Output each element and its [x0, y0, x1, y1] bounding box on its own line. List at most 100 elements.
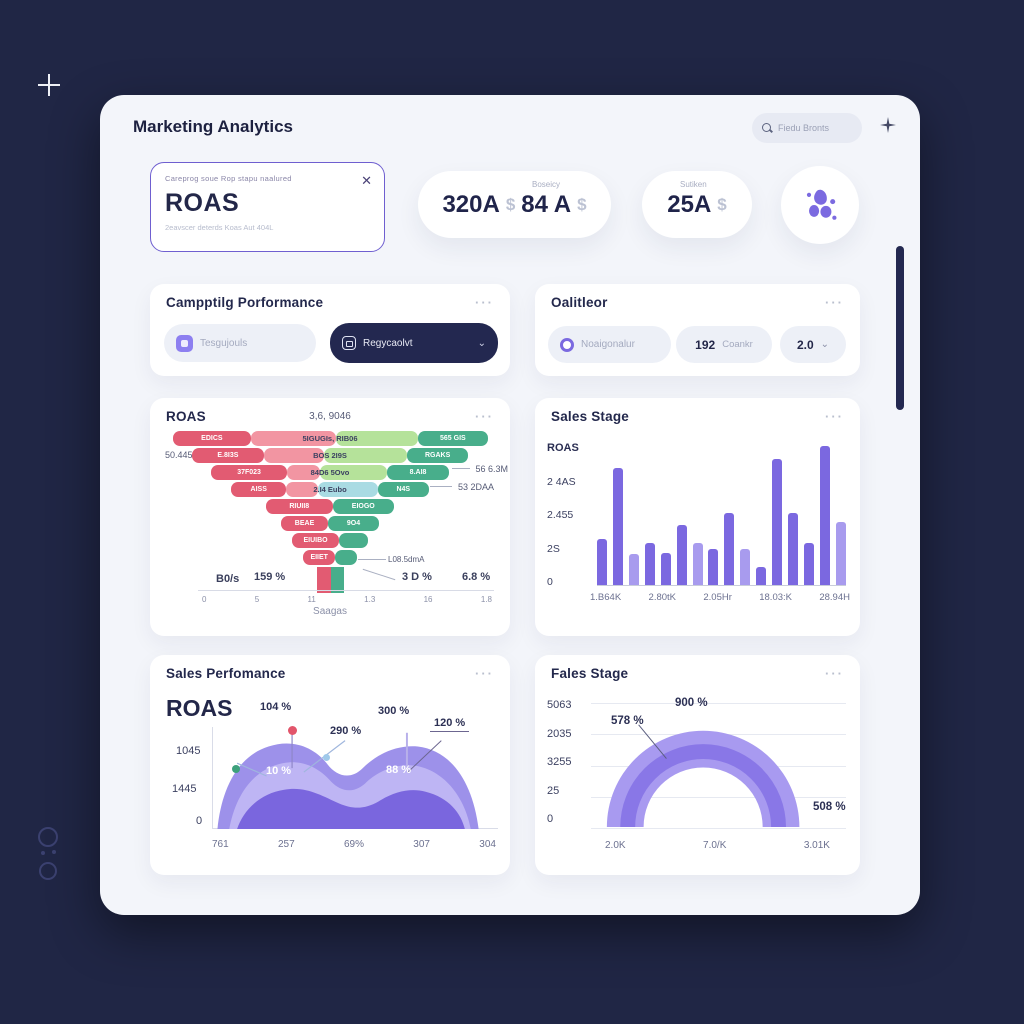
tick-label: 25 — [547, 784, 560, 797]
tick-label: 1.8 — [480, 595, 492, 604]
funnel-segment — [324, 448, 408, 463]
data-point-green — [232, 765, 240, 773]
funnel-side-label: 56 6.3M — [475, 464, 508, 474]
stat-label: Sutiken — [680, 180, 707, 189]
bar-chart — [597, 446, 846, 586]
menu-dots-icon[interactable]: ··· — [825, 295, 844, 310]
currency-symbol: $ — [717, 194, 727, 214]
bar — [676, 525, 687, 585]
dot-decoration — [52, 850, 56, 854]
funnel-segment: EIOGO — [332, 499, 394, 514]
dashboard-panel: Marketing Analytics Careprog soue Rop st… — [100, 95, 920, 915]
annotation-line — [452, 468, 470, 469]
tick-label: 761 — [212, 839, 229, 850]
annotation-label: 120 % — [430, 717, 470, 732]
tick-label: 2.455 — [547, 509, 574, 521]
y-axis-ticks: ROAS 2 4AS 2.455 2S 0 — [547, 442, 587, 588]
menu-dots-icon[interactable]: ··· — [825, 666, 844, 681]
y-axis-ticks: 5063 2035 3255 25 0 — [547, 699, 583, 825]
tick-label: 2 4AS — [547, 475, 576, 488]
bar — [819, 446, 830, 585]
search-box[interactable] — [752, 113, 862, 143]
menu-dots-icon[interactable]: ··· — [475, 666, 494, 681]
segment-filter-button[interactable]: Noaigonalur — [548, 326, 671, 363]
blob-cluster-icon — [806, 189, 837, 220]
tick-label: 5063 — [547, 699, 572, 711]
stat-card-icon[interactable] — [781, 166, 859, 244]
tick-label: 3255 — [547, 756, 572, 768]
count-value: 192 — [695, 337, 716, 352]
pill-label: Noaigonalur — [581, 339, 635, 350]
tick-label: 28.94H — [819, 592, 850, 603]
dropdown-label: Regycaolvt — [363, 337, 413, 349]
tick-label: 257 — [277, 839, 295, 850]
bar — [724, 512, 735, 585]
filter-button[interactable]: Tesgujouls — [164, 324, 316, 362]
funnel-segment — [318, 482, 378, 497]
chart-title: Sales Stage — [551, 409, 629, 424]
dot-decoration — [41, 851, 45, 855]
funnel-segment: N4S — [377, 482, 430, 497]
funnel-segment: 9O4 — [328, 516, 379, 531]
annotation-label: 10 % — [266, 765, 292, 777]
funnel-stem — [317, 567, 344, 593]
campaign-performance-panel: Campptilg Porformance ··· Tesgujouls Reg… — [150, 284, 510, 376]
funnel-stage-row: AISS N4S 2.I4 Eubo — [231, 482, 430, 497]
tick-label: 69% — [343, 839, 364, 850]
count-pill[interactable]: 192 Coankr — [676, 326, 772, 363]
funnel-segment: RIUII8 — [266, 499, 333, 514]
x-axis-ticks: 1.B64K 2.80tK 2.05Hr 18.03:K 28.94H — [590, 592, 850, 603]
menu-dots-icon[interactable]: ··· — [475, 409, 494, 424]
annotation-label: 104 % — [260, 701, 292, 713]
funnel-segment — [251, 431, 337, 446]
scrollbar-thumb[interactable] — [896, 246, 904, 410]
plus-icon[interactable] — [38, 74, 60, 96]
chevron-down-icon: ⌄ — [820, 339, 830, 350]
menu-dots-icon[interactable]: ··· — [475, 295, 494, 310]
bar — [628, 554, 639, 585]
funnel-segment — [263, 448, 325, 463]
menu-dots-icon[interactable]: ··· — [825, 409, 844, 424]
tick-label: 3.01K — [803, 840, 830, 851]
bar — [644, 543, 655, 585]
footer-percent: 159 % — [254, 571, 286, 583]
circle-decoration — [39, 862, 57, 880]
annotation-label: 578 % — [611, 715, 644, 727]
report-dropdown-button[interactable]: Regycaolvt ⌄ — [330, 323, 498, 363]
x-axis-ticks: 2.0K 7.0/K 3.01K — [605, 840, 830, 851]
bar — [708, 548, 719, 585]
tick-label: 307 — [413, 839, 430, 850]
gauge-chart — [606, 724, 800, 828]
x-axis-ticks: 0 5 11 1.3 16 1.8 — [202, 595, 492, 604]
funnel-segment: 37F023 — [211, 465, 288, 480]
annotation-label: 508 % — [813, 801, 846, 813]
panel-title: Campptilg Porformance — [166, 295, 324, 310]
funnel-stage-row: EIIET — [303, 550, 357, 565]
bar — [660, 553, 671, 585]
bar — [597, 539, 607, 585]
close-icon[interactable]: ✕ — [361, 173, 372, 188]
zoom-select[interactable]: 2.0 ⌄ — [780, 326, 846, 363]
search-input[interactable] — [778, 123, 852, 133]
target-icon — [560, 337, 574, 352]
y-axis-tick: 1045 — [176, 745, 201, 757]
funnel-segment: E.8I3S — [192, 448, 264, 463]
funnel-segment — [286, 482, 319, 497]
funnel-stage-row: EIUIBO — [292, 533, 368, 548]
annotation-label: 900 % — [675, 697, 708, 709]
annotation-line — [358, 559, 386, 560]
annotation-line — [362, 568, 396, 581]
funnel-stage-row: BEAE 9O4 — [281, 516, 379, 531]
chart-label: ROAS — [166, 695, 233, 721]
filter-label: Tesgujouls — [200, 337, 248, 349]
tick-label: 2S — [547, 542, 560, 555]
tick-label: 0 — [547, 576, 553, 588]
footer-unit: B0/s — [216, 573, 240, 585]
circle-decoration — [38, 827, 58, 847]
sparkle-icon[interactable] — [880, 117, 896, 133]
stat-value: 84 A — [521, 190, 572, 218]
tick-label: 1.B64K — [590, 592, 622, 603]
tick-label: 2.80tK — [648, 592, 676, 603]
tick-label: 304 — [479, 839, 496, 850]
